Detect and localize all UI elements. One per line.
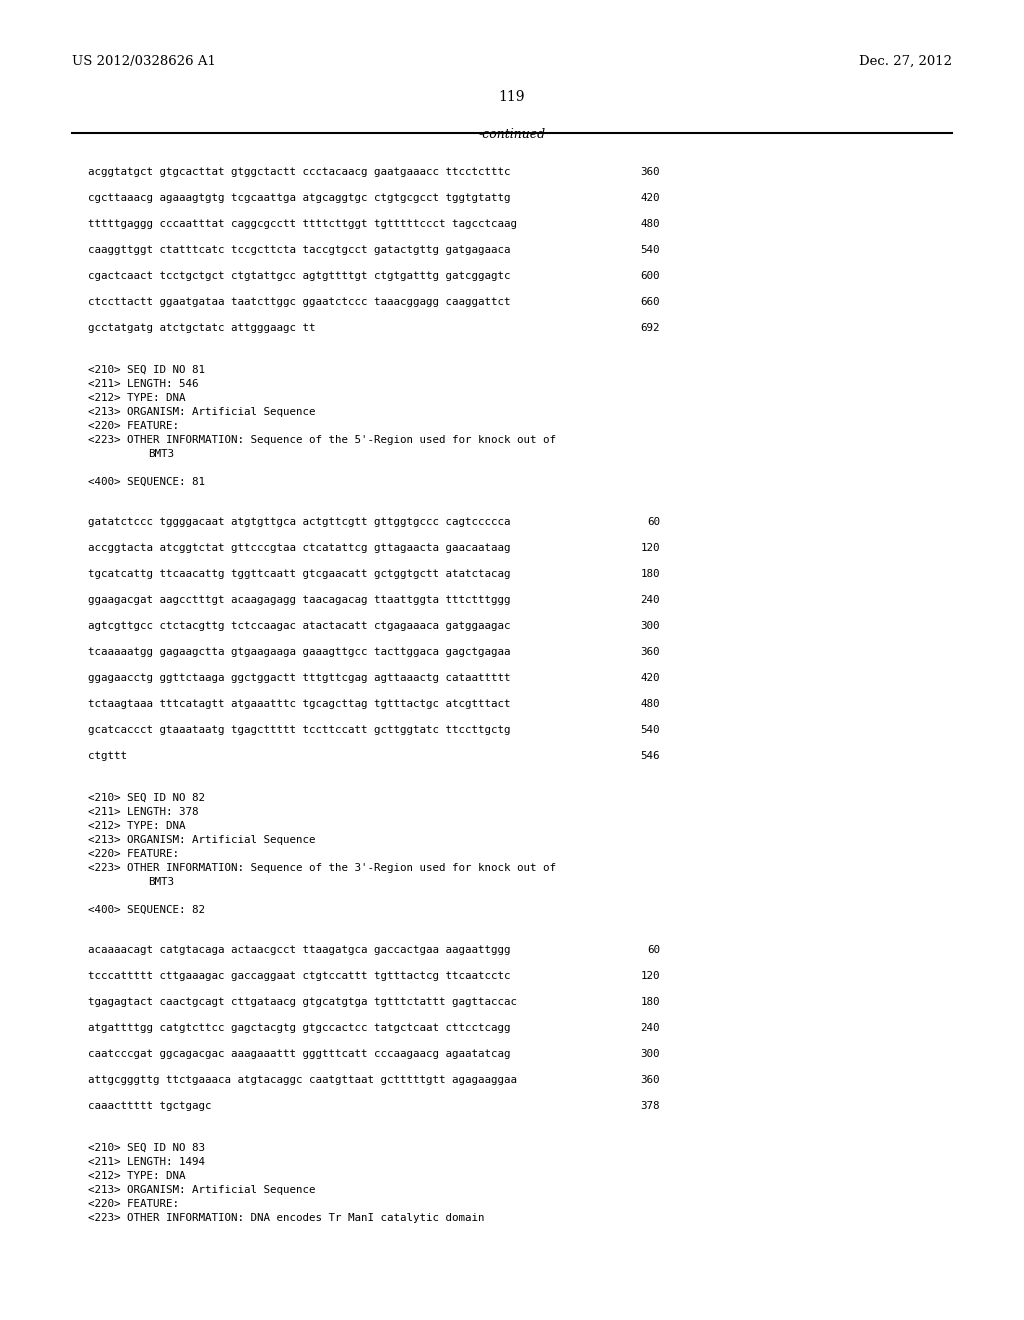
- Text: <213> ORGANISM: Artificial Sequence: <213> ORGANISM: Artificial Sequence: [88, 836, 315, 845]
- Text: 360: 360: [640, 168, 660, 177]
- Text: <223> OTHER INFORMATION: DNA encodes Tr ManI catalytic domain: <223> OTHER INFORMATION: DNA encodes Tr …: [88, 1213, 484, 1224]
- Text: tctaagtaaa tttcatagtt atgaaatttc tgcagcttag tgtttactgc atcgtttact: tctaagtaaa tttcatagtt atgaaatttc tgcagct…: [88, 700, 511, 709]
- Text: 360: 360: [640, 1074, 660, 1085]
- Text: tgagagtact caactgcagt cttgataacg gtgcatgtga tgtttctattt gagttaccac: tgagagtact caactgcagt cttgataacg gtgcatg…: [88, 997, 517, 1007]
- Text: 546: 546: [640, 751, 660, 762]
- Text: 480: 480: [640, 219, 660, 228]
- Text: 540: 540: [640, 246, 660, 255]
- Text: 360: 360: [640, 647, 660, 657]
- Text: acaaaacagt catgtacaga actaacgcct ttaagatgca gaccactgaa aagaattggg: acaaaacagt catgtacaga actaacgcct ttaagat…: [88, 945, 511, 954]
- Text: <220> FEATURE:: <220> FEATURE:: [88, 1199, 179, 1209]
- Text: <211> LENGTH: 1494: <211> LENGTH: 1494: [88, 1158, 205, 1167]
- Text: caaggttggt ctatttcatc tccgcttcta taccgtgcct gatactgttg gatgagaaca: caaggttggt ctatttcatc tccgcttcta taccgtg…: [88, 246, 511, 255]
- Text: 420: 420: [640, 673, 660, 682]
- Text: attgcgggttg ttctgaaaca atgtacaggc caatgttaat gctttttgtt agagaaggaa: attgcgggttg ttctgaaaca atgtacaggc caatgt…: [88, 1074, 517, 1085]
- Text: ctccttactt ggaatgataa taatcttggc ggaatctccc taaacggagg caaggattct: ctccttactt ggaatgataa taatcttggc ggaatct…: [88, 297, 511, 308]
- Text: 60: 60: [647, 945, 660, 954]
- Text: <212> TYPE: DNA: <212> TYPE: DNA: [88, 393, 185, 403]
- Text: <220> FEATURE:: <220> FEATURE:: [88, 421, 179, 432]
- Text: gatatctccc tggggacaat atgtgttgca actgttcgtt gttggtgccc cagtccccca: gatatctccc tggggacaat atgtgttgca actgttc…: [88, 517, 511, 527]
- Text: cgactcaact tcctgctgct ctgtattgcc agtgttttgt ctgtgatttg gatcggagtc: cgactcaact tcctgctgct ctgtattgcc agtgttt…: [88, 271, 511, 281]
- Text: <212> TYPE: DNA: <212> TYPE: DNA: [88, 1171, 185, 1181]
- Text: caaacttttt tgctgagc: caaacttttt tgctgagc: [88, 1101, 212, 1111]
- Text: ctgttt: ctgttt: [88, 751, 127, 762]
- Text: 300: 300: [640, 620, 660, 631]
- Text: tttttgaggg cccaatttat caggcgcctt ttttcttggt tgtttttccct tagcctcaag: tttttgaggg cccaatttat caggcgcctt ttttctt…: [88, 219, 517, 228]
- Text: 660: 660: [640, 297, 660, 308]
- Text: 120: 120: [640, 972, 660, 981]
- Text: <210> SEQ ID NO 81: <210> SEQ ID NO 81: [88, 366, 205, 375]
- Text: US 2012/0328626 A1: US 2012/0328626 A1: [72, 55, 216, 69]
- Text: tgcatcattg ttcaacattg tggttcaatt gtcgaacatt gctggtgctt atatctacag: tgcatcattg ttcaacattg tggttcaatt gtcgaac…: [88, 569, 511, 579]
- Text: <210> SEQ ID NO 83: <210> SEQ ID NO 83: [88, 1143, 205, 1152]
- Text: 119: 119: [499, 90, 525, 104]
- Text: atgattttgg catgtcttcc gagctacgtg gtgccactcc tatgctcaat cttcctcagg: atgattttgg catgtcttcc gagctacgtg gtgccac…: [88, 1023, 511, 1034]
- Text: <223> OTHER INFORMATION: Sequence of the 5'-Region used for knock out of: <223> OTHER INFORMATION: Sequence of the…: [88, 436, 556, 445]
- Text: tcccattttt cttgaaagac gaccaggaat ctgtccattt tgtttactcg ttcaatcctc: tcccattttt cttgaaagac gaccaggaat ctgtcca…: [88, 972, 511, 981]
- Text: ggagaacctg ggttctaaga ggctggactt tttgttcgag agttaaactg cataattttt: ggagaacctg ggttctaaga ggctggactt tttgttc…: [88, 673, 511, 682]
- Text: caatcccgat ggcagacgac aaagaaattt gggtttcatt cccaagaacg agaatatcag: caatcccgat ggcagacgac aaagaaattt gggtttc…: [88, 1049, 511, 1059]
- Text: 600: 600: [640, 271, 660, 281]
- Text: 120: 120: [640, 543, 660, 553]
- Text: 378: 378: [640, 1101, 660, 1111]
- Text: BMT3: BMT3: [148, 876, 174, 887]
- Text: agtcgttgcc ctctacgttg tctccaagac atactacatt ctgagaaaca gatggaagac: agtcgttgcc ctctacgttg tctccaagac atactac…: [88, 620, 511, 631]
- Text: <223> OTHER INFORMATION: Sequence of the 3'-Region used for knock out of: <223> OTHER INFORMATION: Sequence of the…: [88, 863, 556, 873]
- Text: <212> TYPE: DNA: <212> TYPE: DNA: [88, 821, 185, 832]
- Text: 180: 180: [640, 997, 660, 1007]
- Text: 180: 180: [640, 569, 660, 579]
- Text: <400> SEQUENCE: 81: <400> SEQUENCE: 81: [88, 477, 205, 487]
- Text: 692: 692: [640, 323, 660, 333]
- Text: <210> SEQ ID NO 82: <210> SEQ ID NO 82: [88, 793, 205, 803]
- Text: ggaagacgat aagcctttgt acaagagagg taacagacag ttaattggta tttctttggg: ggaagacgat aagcctttgt acaagagagg taacaga…: [88, 595, 511, 605]
- Text: tcaaaaatgg gagaagctta gtgaagaaga gaaagttgcc tacttggaca gagctgagaa: tcaaaaatgg gagaagctta gtgaagaaga gaaagtt…: [88, 647, 511, 657]
- Text: accggtacta atcggtctat gttcccgtaa ctcatattcg gttagaacta gaacaataag: accggtacta atcggtctat gttcccgtaa ctcatat…: [88, 543, 511, 553]
- Text: 480: 480: [640, 700, 660, 709]
- Text: Dec. 27, 2012: Dec. 27, 2012: [859, 55, 952, 69]
- Text: 300: 300: [640, 1049, 660, 1059]
- Text: <213> ORGANISM: Artificial Sequence: <213> ORGANISM: Artificial Sequence: [88, 1185, 315, 1195]
- Text: 240: 240: [640, 1023, 660, 1034]
- Text: <211> LENGTH: 378: <211> LENGTH: 378: [88, 807, 199, 817]
- Text: acggtatgct gtgcacttat gtggctactt ccctacaacg gaatgaaacc ttcctctttc: acggtatgct gtgcacttat gtggctactt ccctaca…: [88, 168, 511, 177]
- Text: <400> SEQUENCE: 82: <400> SEQUENCE: 82: [88, 906, 205, 915]
- Text: <213> ORGANISM: Artificial Sequence: <213> ORGANISM: Artificial Sequence: [88, 407, 315, 417]
- Text: -continued: -continued: [478, 128, 546, 141]
- Text: 60: 60: [647, 517, 660, 527]
- Text: 420: 420: [640, 193, 660, 203]
- Text: 240: 240: [640, 595, 660, 605]
- Text: 540: 540: [640, 725, 660, 735]
- Text: BMT3: BMT3: [148, 449, 174, 459]
- Text: cgcttaaacg agaaagtgtg tcgcaattga atgcaggtgc ctgtgcgcct tggtgtattg: cgcttaaacg agaaagtgtg tcgcaattga atgcagg…: [88, 193, 511, 203]
- Text: <211> LENGTH: 546: <211> LENGTH: 546: [88, 379, 199, 389]
- Text: gcctatgatg atctgctatc attgggaagc tt: gcctatgatg atctgctatc attgggaagc tt: [88, 323, 315, 333]
- Text: gcatcaccct gtaaataatg tgagcttttt tccttccatt gcttggtatc ttccttgctg: gcatcaccct gtaaataatg tgagcttttt tccttcc…: [88, 725, 511, 735]
- Text: <220> FEATURE:: <220> FEATURE:: [88, 849, 179, 859]
